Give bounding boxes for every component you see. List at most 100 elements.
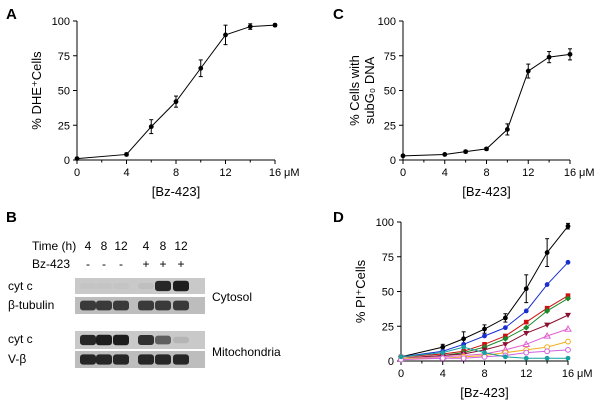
data-point bbox=[565, 223, 571, 229]
y-tick-label: 75 bbox=[58, 51, 70, 63]
panel-label-c: C bbox=[333, 6, 344, 23]
data-point bbox=[523, 331, 530, 337]
data-point bbox=[546, 54, 552, 60]
data-point bbox=[565, 259, 571, 265]
series-line bbox=[400, 295, 569, 358]
data-point bbox=[544, 348, 551, 355]
blot-treatment-value: + bbox=[159, 257, 166, 271]
x-tick-label: 0 bbox=[400, 167, 406, 179]
blot-band bbox=[113, 300, 129, 311]
blot-treatment-value: + bbox=[177, 257, 184, 271]
blot-band bbox=[155, 300, 171, 311]
y-axis-title-line: % Cells with bbox=[347, 55, 362, 126]
series-line bbox=[400, 328, 569, 359]
data-point bbox=[482, 326, 487, 332]
blot-band bbox=[155, 280, 171, 292]
data-point bbox=[565, 295, 571, 302]
data-point bbox=[504, 127, 510, 132]
blot-band bbox=[113, 354, 129, 365]
y-tick-label: 100 bbox=[376, 217, 394, 229]
data-point bbox=[544, 282, 550, 287]
y-tick-label: 0 bbox=[388, 356, 394, 368]
x-tick-label: 4 bbox=[440, 368, 446, 380]
series-line bbox=[400, 346, 568, 359]
y-tick-label: 25 bbox=[384, 120, 396, 132]
blot-group-cytosol: Cytosol bbox=[212, 290, 252, 304]
blot-band bbox=[80, 354, 96, 365]
blot-band bbox=[96, 300, 112, 311]
data-point bbox=[481, 353, 488, 360]
data-point bbox=[567, 51, 573, 57]
data-point bbox=[502, 354, 508, 360]
x-unit-label: μM bbox=[577, 368, 593, 380]
data-point bbox=[565, 338, 571, 345]
blot-time-value: 4 bbox=[143, 239, 150, 253]
y-tick-label: 75 bbox=[382, 252, 394, 264]
data-point bbox=[544, 307, 551, 314]
data-point bbox=[522, 340, 531, 348]
blot-row-label: cyt c bbox=[8, 332, 33, 346]
y-axis-title: % DHE⁺Cells bbox=[29, 51, 44, 130]
chart-a: 0 25 50 75 100 0 4 8 12 16 μM [Bz-423] % DHE⁺Cells bbox=[29, 16, 300, 199]
data-point bbox=[272, 22, 278, 28]
data-point bbox=[198, 65, 204, 71]
data-point bbox=[523, 355, 529, 361]
x-tick-label: 0 bbox=[398, 368, 404, 380]
chart-c: 0 25 50 75 100 0 4 8 12 16 μM [Bz-423] % Cells with s… bbox=[347, 16, 595, 199]
blot-time-label: Time (h) bbox=[32, 239, 76, 253]
blot-row-label: cyt c bbox=[8, 279, 33, 293]
blot-treatment-value: + bbox=[142, 257, 149, 271]
blot-time-value: 4 bbox=[85, 239, 92, 253]
x-tick-label: 12 bbox=[219, 167, 231, 179]
data-point bbox=[502, 315, 508, 321]
blot-band bbox=[96, 354, 112, 365]
series-line bbox=[400, 314, 569, 359]
data-point bbox=[461, 344, 467, 350]
data-point bbox=[460, 355, 467, 362]
y-axis-title: % PI⁺Cells bbox=[353, 259, 368, 323]
data-point bbox=[148, 124, 154, 130]
x-tick-label: 8 bbox=[481, 368, 487, 380]
blot-band bbox=[155, 335, 171, 345]
data-point bbox=[482, 350, 487, 356]
data-point bbox=[440, 350, 446, 356]
y-tick-label: 75 bbox=[384, 51, 396, 63]
x-tick-label: 12 bbox=[520, 368, 532, 380]
blot-band bbox=[173, 300, 189, 311]
blot-band bbox=[96, 334, 112, 346]
x-tick-label: 12 bbox=[522, 167, 534, 179]
y-axis-title-line: subG₀ DNA bbox=[362, 56, 377, 124]
x-axis-title: [Bz-423] bbox=[460, 385, 508, 400]
data-point bbox=[565, 346, 571, 353]
data-point bbox=[440, 344, 446, 350]
data-point bbox=[565, 312, 571, 319]
data-point bbox=[544, 322, 551, 328]
data-point bbox=[124, 152, 129, 157]
data-point bbox=[482, 333, 487, 339]
data-point bbox=[463, 149, 469, 155]
blot-band bbox=[80, 334, 96, 346]
x-tick-label: 4 bbox=[123, 167, 129, 179]
data-point bbox=[523, 324, 530, 331]
blot-band bbox=[138, 354, 154, 365]
series-line bbox=[400, 349, 569, 361]
blot-rows: cyt c β-tubulin cyt c V-β bbox=[8, 278, 205, 368]
data-point bbox=[502, 325, 508, 331]
blot-time-value: 8 bbox=[160, 239, 167, 253]
data-point bbox=[223, 32, 228, 38]
series-line bbox=[400, 261, 569, 358]
blot-band bbox=[96, 282, 112, 290]
data-point bbox=[502, 335, 509, 342]
data-point bbox=[523, 349, 530, 356]
x-tick-label: 4 bbox=[442, 167, 448, 179]
data-point bbox=[461, 336, 467, 342]
blot-group-mito: Mitochondria bbox=[212, 345, 281, 359]
x-tick-label: 8 bbox=[173, 167, 179, 179]
x-tick-label: 8 bbox=[483, 167, 489, 179]
blot-time-value: 12 bbox=[174, 239, 188, 253]
blot-band bbox=[113, 282, 129, 290]
blot-band bbox=[173, 280, 189, 292]
blot-treatment-value: - bbox=[86, 257, 90, 271]
blot-band bbox=[113, 334, 129, 346]
y-tick-label: 25 bbox=[58, 120, 70, 132]
